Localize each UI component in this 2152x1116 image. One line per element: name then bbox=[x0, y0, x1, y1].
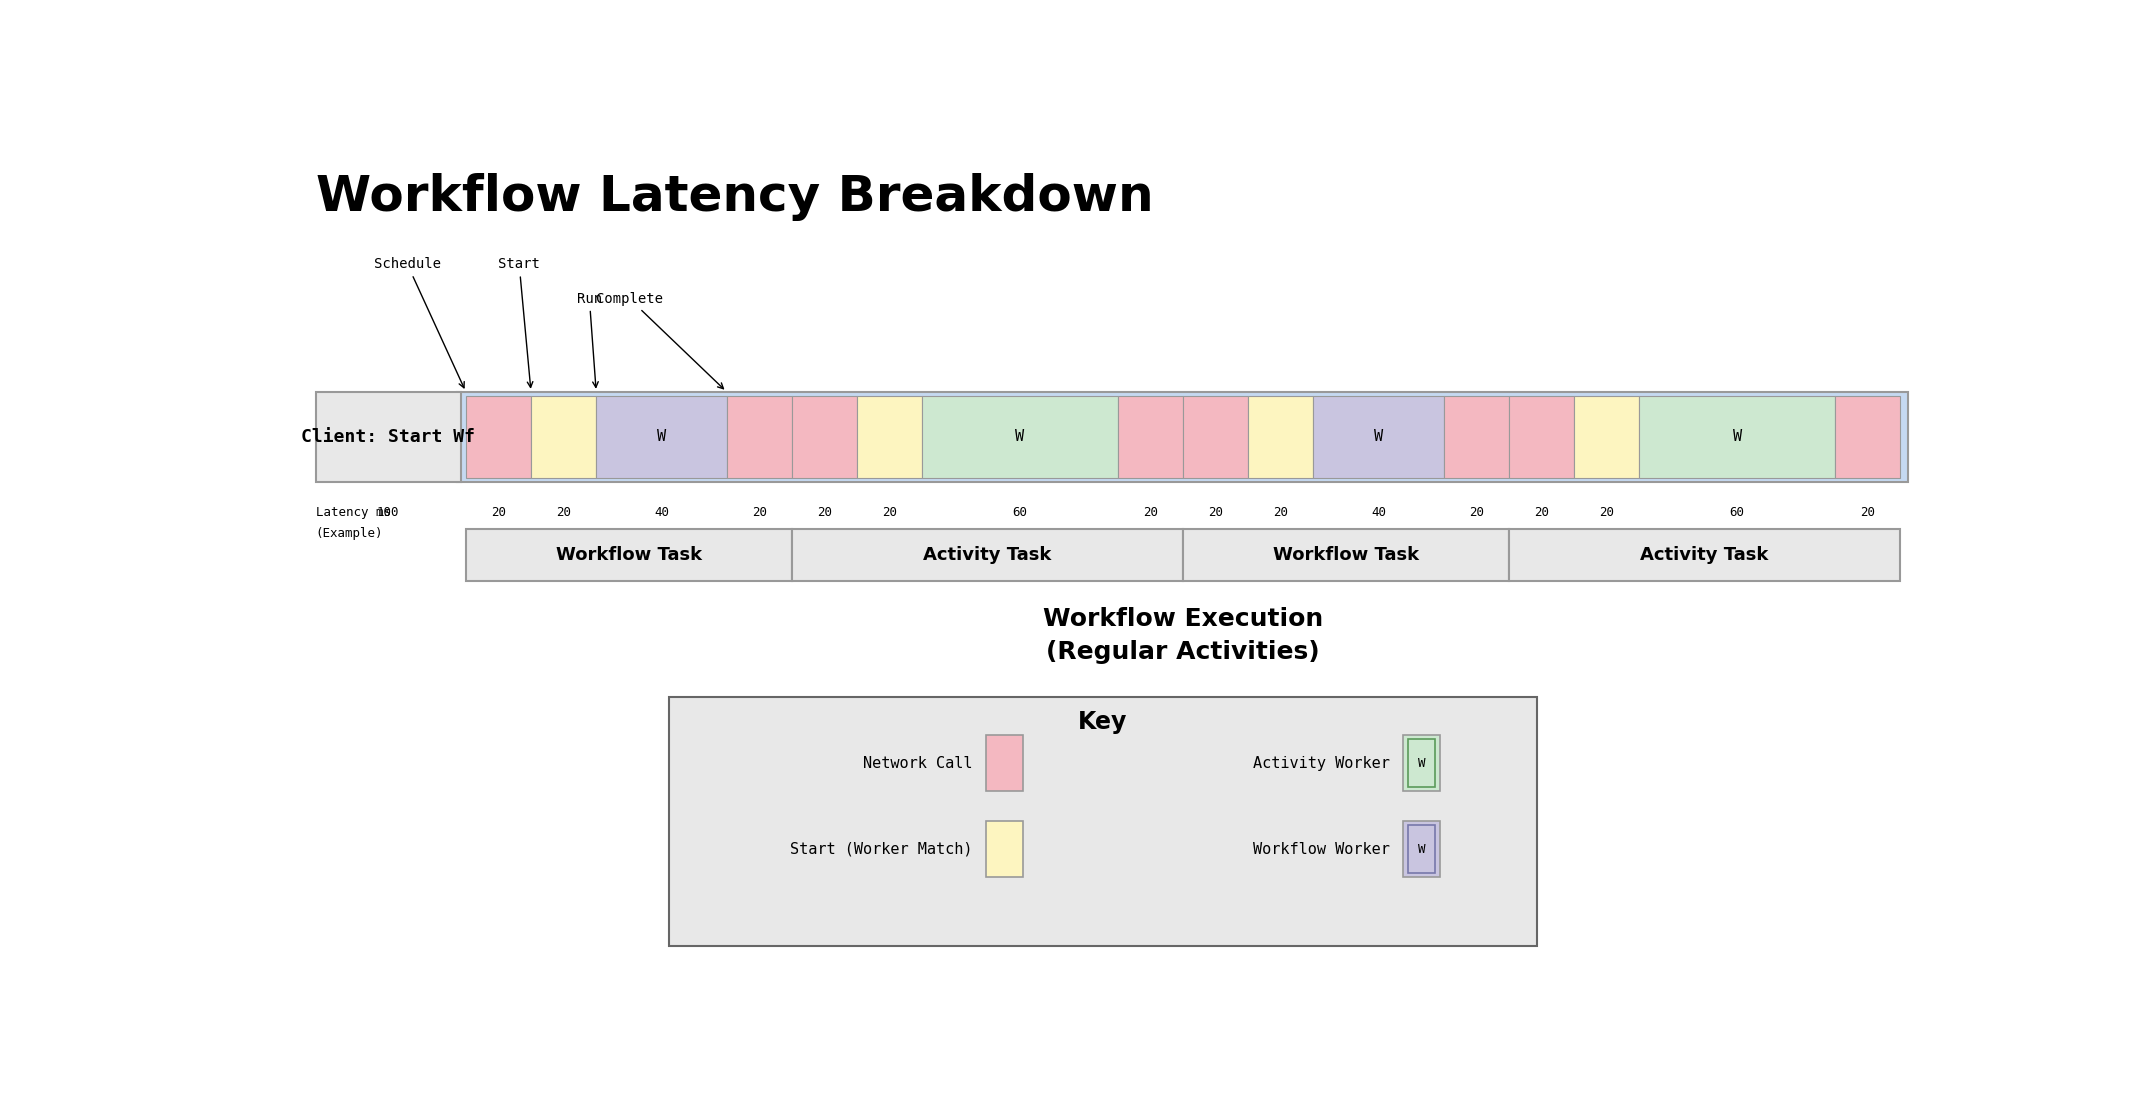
Text: Run: Run bbox=[577, 291, 603, 387]
Bar bbox=[596, 396, 727, 478]
Text: 40: 40 bbox=[1371, 506, 1386, 519]
Text: W: W bbox=[1418, 757, 1425, 770]
Text: Latency ms: Latency ms bbox=[316, 506, 392, 519]
Bar bbox=[1313, 396, 1444, 478]
Text: 20: 20 bbox=[1534, 506, 1549, 519]
FancyBboxPatch shape bbox=[1184, 529, 1509, 580]
FancyBboxPatch shape bbox=[986, 821, 1022, 877]
Bar bbox=[1117, 396, 1184, 478]
Text: W: W bbox=[1016, 430, 1024, 444]
Bar bbox=[727, 396, 792, 478]
FancyBboxPatch shape bbox=[792, 529, 1184, 580]
Text: W: W bbox=[656, 430, 665, 444]
Bar bbox=[1248, 396, 1313, 478]
Text: 20: 20 bbox=[1470, 506, 1485, 519]
FancyBboxPatch shape bbox=[1407, 739, 1435, 788]
Text: 20: 20 bbox=[1859, 506, 1874, 519]
Bar bbox=[1836, 396, 1900, 478]
Text: Network Call: Network Call bbox=[863, 756, 973, 771]
Bar bbox=[856, 396, 923, 478]
Text: 20: 20 bbox=[1207, 506, 1222, 519]
Text: W: W bbox=[1418, 843, 1425, 856]
Text: Workflow Latency Breakdown: Workflow Latency Breakdown bbox=[316, 173, 1153, 221]
Text: 20: 20 bbox=[555, 506, 570, 519]
Text: 40: 40 bbox=[654, 506, 669, 519]
FancyBboxPatch shape bbox=[1403, 735, 1440, 791]
Text: Workflow Worker: Workflow Worker bbox=[1252, 841, 1390, 857]
Text: 20: 20 bbox=[882, 506, 897, 519]
Text: Schedule: Schedule bbox=[374, 258, 465, 387]
Text: 60: 60 bbox=[1730, 506, 1745, 519]
Text: Activity Task: Activity Task bbox=[923, 546, 1052, 564]
Bar bbox=[465, 396, 532, 478]
Text: Start (Worker Match): Start (Worker Match) bbox=[790, 841, 973, 857]
Text: 20: 20 bbox=[1143, 506, 1158, 519]
Text: Complete: Complete bbox=[596, 291, 723, 388]
Bar bbox=[923, 396, 1117, 478]
Bar bbox=[1573, 396, 1640, 478]
FancyBboxPatch shape bbox=[669, 696, 1537, 946]
FancyBboxPatch shape bbox=[316, 392, 461, 482]
Text: 20: 20 bbox=[1599, 506, 1614, 519]
Text: 60: 60 bbox=[1011, 506, 1027, 519]
FancyBboxPatch shape bbox=[1509, 529, 1900, 580]
Text: Start: Start bbox=[499, 258, 540, 387]
Text: W: W bbox=[1732, 430, 1741, 444]
Text: Key: Key bbox=[1078, 710, 1128, 733]
Text: Activity Task: Activity Task bbox=[1640, 546, 1769, 564]
Text: Activity Worker: Activity Worker bbox=[1252, 756, 1390, 771]
FancyBboxPatch shape bbox=[1403, 821, 1440, 877]
Bar bbox=[1184, 396, 1248, 478]
Bar bbox=[1640, 396, 1836, 478]
Text: Client: Start Wf: Client: Start Wf bbox=[301, 427, 476, 445]
Text: 20: 20 bbox=[818, 506, 833, 519]
Text: 20: 20 bbox=[1274, 506, 1289, 519]
Bar bbox=[792, 396, 856, 478]
Bar bbox=[532, 396, 596, 478]
Text: Workflow Task: Workflow Task bbox=[555, 546, 702, 564]
Bar bbox=[1444, 396, 1509, 478]
Text: 20: 20 bbox=[751, 506, 766, 519]
Text: Workflow Execution
(Regular Activities): Workflow Execution (Regular Activities) bbox=[1044, 607, 1323, 664]
Text: 20: 20 bbox=[491, 506, 506, 519]
Bar bbox=[1509, 396, 1573, 478]
Text: Workflow Task: Workflow Task bbox=[1272, 546, 1418, 564]
FancyBboxPatch shape bbox=[458, 392, 1909, 482]
FancyBboxPatch shape bbox=[986, 735, 1022, 791]
Text: 100: 100 bbox=[377, 506, 400, 519]
FancyBboxPatch shape bbox=[465, 529, 792, 580]
Text: (Example): (Example) bbox=[316, 527, 383, 540]
Text: W: W bbox=[1373, 430, 1384, 444]
FancyBboxPatch shape bbox=[1407, 825, 1435, 874]
